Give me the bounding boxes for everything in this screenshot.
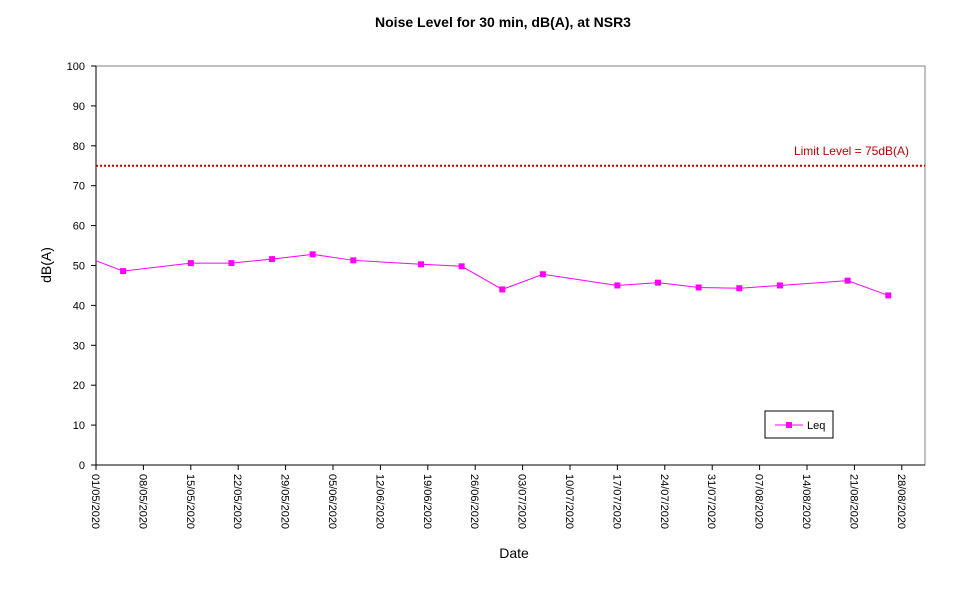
- data-point: [844, 277, 851, 284]
- x-tick-label: 24/07/2020: [658, 474, 670, 529]
- x-tick-label: 05/06/2020: [326, 474, 338, 529]
- x-axis-label: Date: [499, 545, 529, 561]
- data-point: [269, 256, 276, 263]
- data-point: [539, 271, 546, 278]
- y-tick-label: 40: [73, 300, 85, 312]
- series-leq: [95, 251, 892, 299]
- y-tick-label: 80: [73, 141, 85, 153]
- series-line-leq: [95, 253, 889, 296]
- x-tick-label: 07/08/2020: [753, 474, 765, 529]
- x-tick-label: 15/05/2020: [184, 474, 196, 529]
- x-axis: 01/05/2020 08/05/2020 15/05/2020 22/05/2020…: [89, 464, 925, 529]
- y-tick-label: 20: [73, 380, 85, 392]
- data-point: [458, 263, 465, 270]
- x-tick-label: 28/08/2020: [895, 474, 907, 529]
- y-tick-label: 60: [73, 221, 85, 233]
- limit-level: Limit Level = 75dB(A): [96, 144, 925, 167]
- y-tick-label: 30: [73, 340, 85, 352]
- x-tick-label: 01/05/2020: [89, 474, 101, 529]
- data-point: [776, 282, 783, 289]
- x-tick-label: 19/06/2020: [421, 474, 433, 529]
- data-point: [309, 251, 316, 258]
- y-axis-label: dB(A): [38, 247, 54, 283]
- x-tick-label: 03/07/2020: [516, 474, 528, 529]
- data-point: [695, 284, 702, 291]
- x-tick-label: 21/08/2020: [847, 474, 859, 529]
- data-point: [885, 292, 892, 299]
- x-tick-label: 14/08/2020: [800, 474, 812, 529]
- data-point: [736, 285, 743, 292]
- x-tick-label: 10/07/2020: [563, 474, 575, 529]
- legend: Leq: [764, 410, 834, 439]
- chart-title: Noise Level for 30 min, dB(A), at NSR3: [375, 14, 631, 30]
- y-tick-label: 10: [73, 420, 85, 432]
- x-tick-label: 26/06/2020: [468, 474, 480, 529]
- y-axis: 0 10 20 30 40 50 60 70 80 90 100: [67, 61, 97, 472]
- data-point: [499, 286, 506, 293]
- x-tick-label: 17/07/2020: [610, 474, 622, 529]
- legend-marker-swatch: [786, 422, 792, 428]
- limit-level-label: Limit Level = 75dB(A): [794, 144, 909, 158]
- data-point: [350, 257, 357, 264]
- y-tick-label: 90: [73, 101, 85, 113]
- x-tick-label: 31/07/2020: [705, 474, 717, 529]
- legend-label-leq: Leq: [807, 420, 825, 432]
- plot-area: [95, 65, 926, 466]
- data-point: [655, 279, 662, 286]
- y-tick-label: 70: [73, 181, 85, 193]
- x-tick-label: 08/05/2020: [136, 474, 148, 529]
- x-tick-label: 29/05/2020: [279, 474, 291, 529]
- data-point: [228, 260, 235, 267]
- plot-border: [95, 65, 926, 466]
- x-tick-label: 22/05/2020: [231, 474, 243, 529]
- y-tick-label: 0: [79, 460, 85, 472]
- data-point: [187, 260, 194, 267]
- x-tick-label: 12/06/2020: [373, 474, 385, 529]
- y-tick-label: 100: [67, 61, 85, 73]
- data-point: [418, 261, 425, 268]
- data-point: [120, 268, 127, 275]
- y-tick-label: 50: [73, 261, 85, 273]
- data-point: [614, 282, 621, 289]
